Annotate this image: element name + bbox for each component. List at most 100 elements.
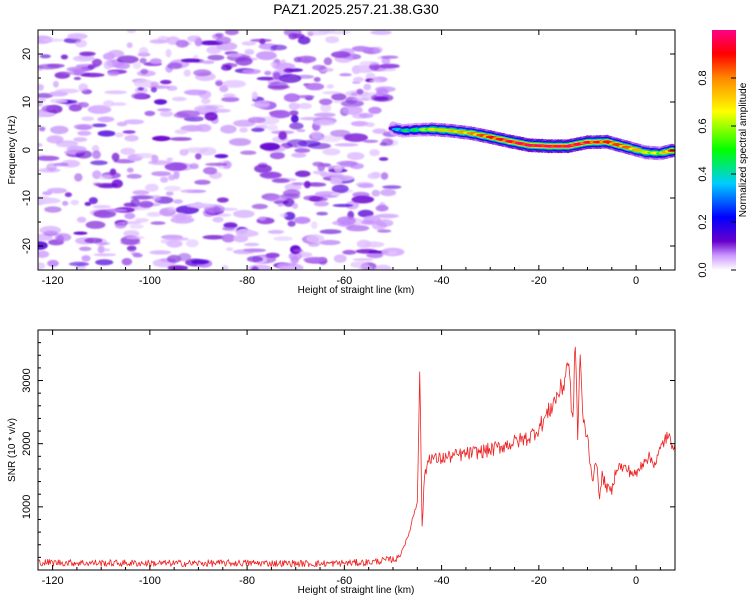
noise-speckle	[295, 170, 311, 178]
noise-speckle	[78, 83, 89, 92]
noise-speckle	[114, 132, 124, 138]
noise-speckle	[292, 248, 304, 253]
noise-speckle	[183, 69, 191, 77]
noise-speckle	[189, 163, 199, 169]
noise-speckle	[171, 96, 187, 102]
noise-speckle	[132, 253, 143, 258]
noise-speckle	[293, 216, 311, 224]
noise-speckle	[270, 44, 287, 51]
noise-speckle	[284, 183, 302, 192]
noise-speckle	[177, 253, 192, 262]
noise-speckle	[240, 150, 257, 155]
noise-speckle	[183, 89, 207, 96]
noise-speckle	[319, 172, 344, 178]
x-tick-label: -40	[434, 575, 450, 587]
noise-speckle	[352, 258, 374, 262]
noise-speckle	[131, 195, 155, 200]
noise-speckle	[311, 221, 318, 229]
noise-speckle	[370, 30, 392, 35]
noise-speckle	[38, 250, 50, 258]
noise-speckle	[290, 256, 299, 265]
noise-speckle	[289, 122, 304, 130]
noise-speckle	[70, 199, 79, 206]
noise-speckle	[368, 106, 382, 114]
colorbar-tick-label: 0.0	[697, 262, 709, 277]
noise-speckle	[372, 46, 383, 53]
x-tick-label: -60	[336, 275, 352, 287]
noise-speckle	[339, 73, 352, 77]
noise-speckle	[140, 68, 148, 75]
noise-speckle	[313, 201, 329, 207]
noise-speckle	[160, 238, 177, 244]
noise-speckle	[215, 33, 224, 38]
x-tick-label: -60	[336, 575, 352, 587]
noise-speckle	[307, 182, 327, 187]
noise-speckle	[278, 265, 298, 270]
noise-speckle	[251, 203, 268, 210]
noise-speckle	[139, 57, 147, 64]
noise-speckle	[287, 220, 296, 227]
noise-speckle	[346, 152, 365, 161]
snr-y-label: SNR (10 * v/v)	[7, 418, 18, 482]
noise-speckle	[297, 36, 311, 45]
noise-speckle	[363, 83, 372, 91]
noise-speckle	[99, 174, 113, 180]
noise-speckle	[283, 198, 295, 207]
noise-speckle	[120, 147, 136, 155]
noise-speckle	[223, 222, 238, 229]
noise-speckle	[50, 125, 69, 135]
noise-speckle	[365, 122, 375, 128]
noise-speckle	[256, 51, 277, 61]
noise-speckle	[283, 68, 294, 73]
x-tick-label: -100	[139, 575, 161, 587]
noise-speckle	[239, 127, 249, 133]
noise-speckle	[273, 236, 293, 241]
noise-speckle	[388, 250, 398, 256]
noise-speckle	[215, 36, 232, 44]
y-tick-label: 2000	[21, 431, 33, 455]
noise-speckle	[378, 157, 389, 161]
noise-speckle	[319, 229, 342, 235]
noise-speckle	[277, 202, 284, 207]
noise-speckle	[375, 204, 389, 212]
noise-speckle	[138, 200, 154, 208]
noise-speckle	[204, 112, 218, 121]
noise-speckle	[206, 46, 222, 55]
x-tick-label: -20	[531, 575, 547, 587]
noise-speckle	[38, 143, 43, 147]
noise-speckle	[264, 70, 272, 76]
noise-speckle	[220, 124, 237, 134]
noise-speckle	[269, 110, 291, 119]
noise-speckle-layer	[38, 30, 405, 270]
noise-speckle	[314, 191, 339, 198]
y-tick-label: -20	[21, 238, 33, 254]
colorbar-tick-label: 0.4	[697, 166, 709, 181]
noise-speckle	[221, 96, 240, 102]
noise-speckle	[90, 160, 108, 166]
noise-speckle	[271, 178, 290, 183]
noise-speckle	[322, 91, 341, 95]
noise-speckle	[267, 81, 289, 91]
noise-speckle	[376, 67, 396, 72]
noise-speckle	[322, 148, 341, 156]
noise-speckle	[345, 225, 370, 232]
noise-speckle	[214, 154, 229, 159]
noise-speckle	[194, 179, 211, 185]
noise-speckle	[120, 240, 141, 245]
noise-speckle	[77, 130, 92, 136]
noise-speckle	[258, 216, 267, 221]
noise-speckle	[332, 220, 352, 226]
noise-speckle	[41, 105, 54, 112]
noise-speckle	[342, 249, 357, 255]
noise-speckle	[292, 203, 299, 209]
noise-speckle	[193, 69, 212, 77]
noise-speckle	[95, 259, 114, 266]
noise-speckle	[44, 206, 62, 213]
noise-speckle	[78, 246, 92, 251]
noise-speckle	[333, 165, 343, 173]
noise-speckle	[319, 30, 335, 34]
noise-speckle	[223, 93, 236, 98]
noise-speckle	[267, 124, 279, 131]
noise-speckle	[266, 195, 287, 203]
noise-speckle	[93, 253, 117, 257]
